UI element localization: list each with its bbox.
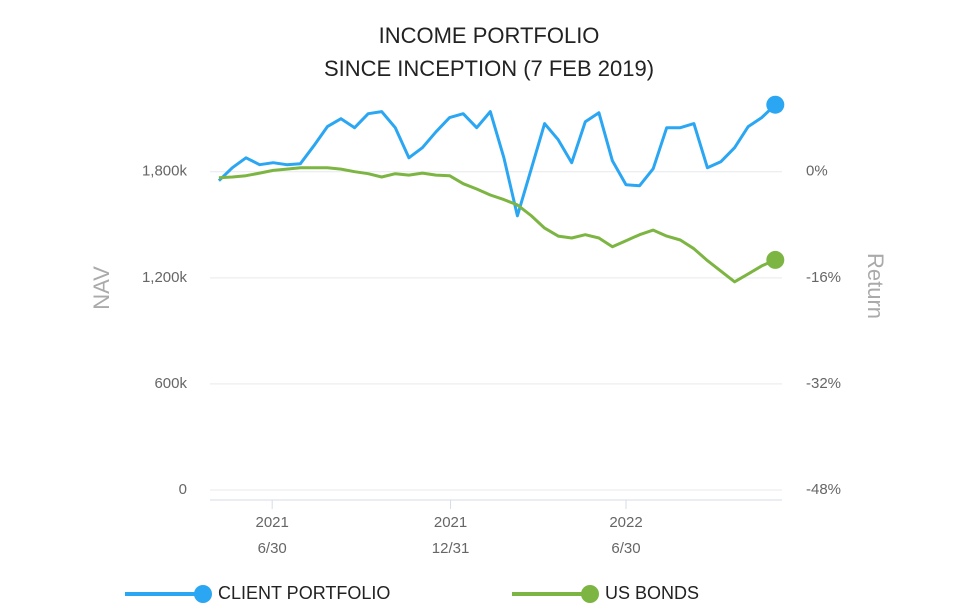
x-tick-label: 12/31 (432, 540, 470, 557)
y-tick-label: 1,800k (142, 163, 188, 180)
chart-title: INCOME PORTFOLIO (379, 23, 600, 48)
end-marker (766, 95, 785, 114)
legend-marker (194, 585, 212, 603)
x-tick-label: 2022 (609, 514, 642, 531)
x-tick-label: 2021 (434, 514, 467, 531)
y2-tick-label: -16% (806, 269, 841, 286)
y2-tick-label: -32% (806, 375, 841, 392)
end-marker (766, 250, 785, 269)
y2-tick-label: 0% (806, 163, 828, 180)
y-tick-label: 600k (154, 375, 187, 392)
chart-subtitle: SINCE INCEPTION (7 FEB 2019) (324, 56, 654, 81)
y2-tick-label: -48% (806, 481, 841, 498)
legend-label: CLIENT PORTFOLIO (218, 583, 390, 603)
y-axis-label: NAV (89, 266, 114, 310)
legend-marker (581, 585, 599, 603)
y2-axis-label: Return (863, 253, 888, 319)
x-tick-label: 6/30 (258, 540, 287, 557)
y-tick-label: 1,200k (142, 269, 188, 286)
series-line (218, 166, 776, 284)
legend-label: US BONDS (605, 583, 699, 603)
series-line (217, 103, 777, 218)
x-tick-label: 2021 (256, 514, 289, 531)
y-tick-label: 0 (179, 481, 187, 498)
x-tick-label: 6/30 (611, 540, 640, 557)
